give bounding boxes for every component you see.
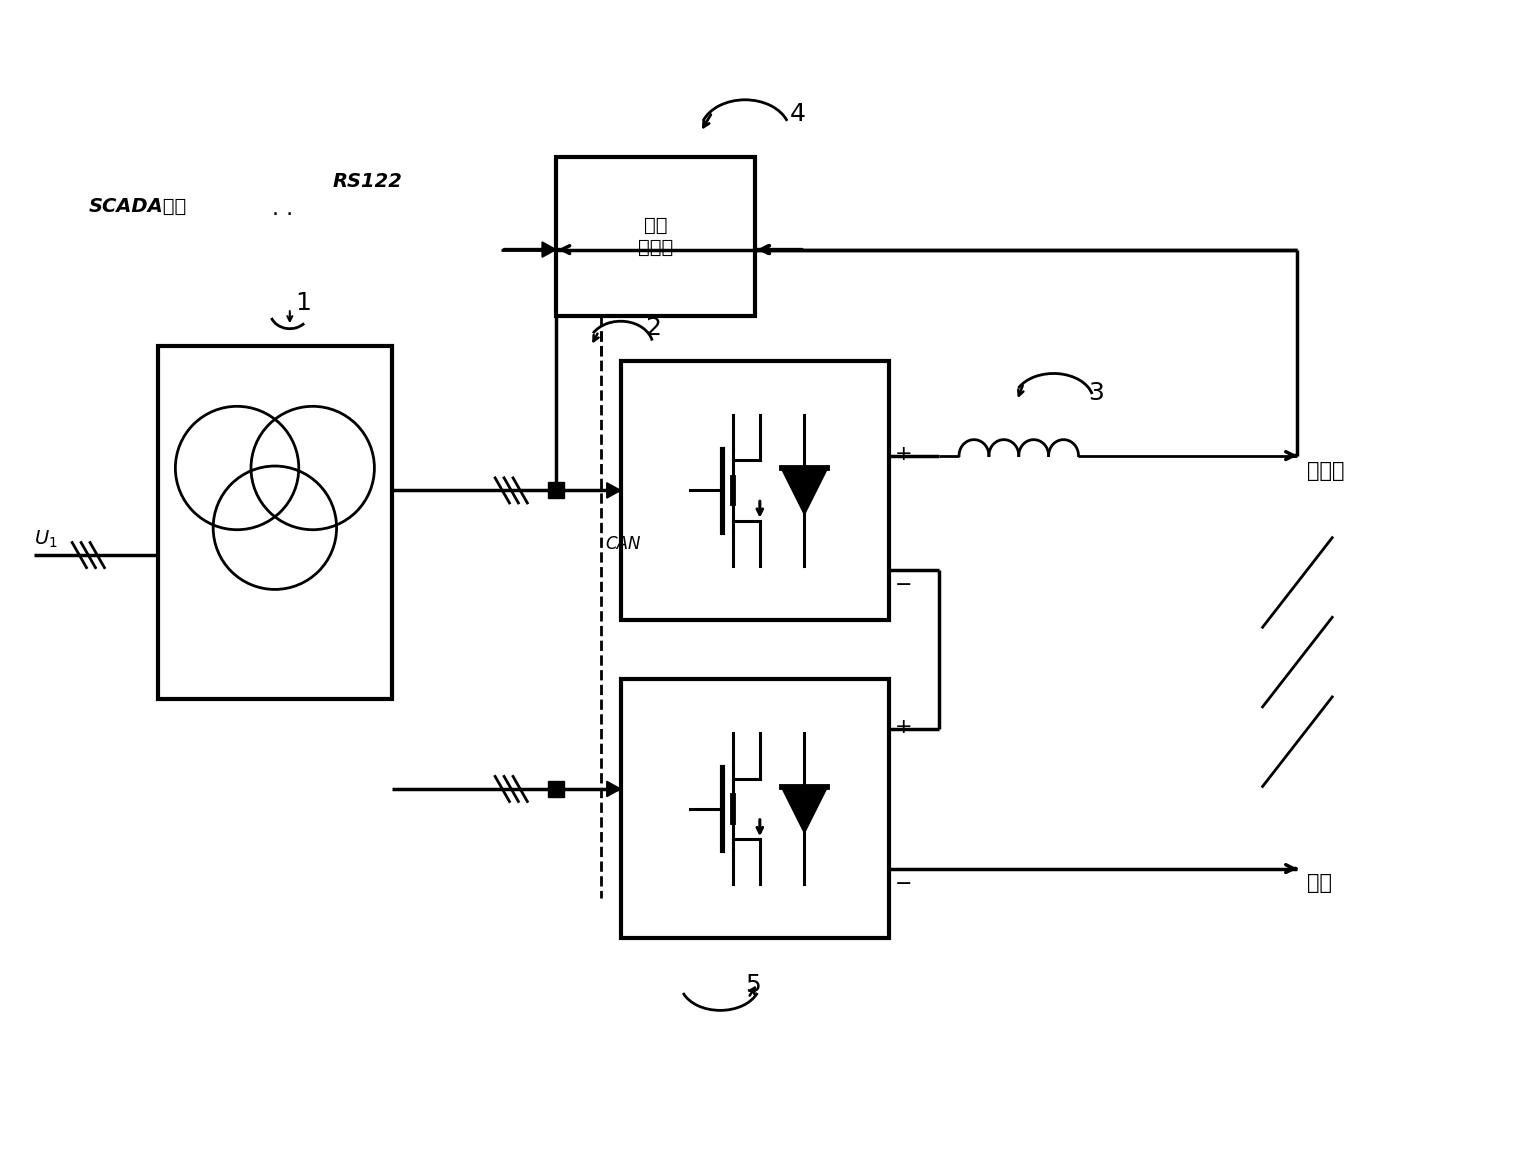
Text: . .: . . bbox=[272, 199, 294, 218]
Text: −: − bbox=[895, 873, 912, 894]
Polygon shape bbox=[782, 468, 826, 512]
Text: 接触网: 接触网 bbox=[1307, 461, 1345, 480]
Text: 5: 5 bbox=[745, 973, 760, 997]
Text: −: − bbox=[895, 574, 912, 595]
Polygon shape bbox=[542, 242, 555, 257]
Bar bbox=[621, 679, 889, 939]
Text: +: + bbox=[895, 444, 912, 464]
Text: RS122: RS122 bbox=[332, 172, 402, 191]
Text: 2: 2 bbox=[646, 316, 661, 340]
Text: SCADA系统: SCADA系统 bbox=[89, 196, 187, 216]
Bar bbox=[158, 346, 392, 700]
Bar bbox=[555, 157, 754, 316]
Text: +: + bbox=[895, 717, 912, 738]
Polygon shape bbox=[607, 781, 621, 796]
Text: 销轨: 销轨 bbox=[1307, 873, 1333, 894]
Bar bbox=[548, 781, 565, 797]
Bar bbox=[548, 483, 565, 499]
Bar bbox=[621, 361, 889, 619]
Polygon shape bbox=[607, 483, 621, 498]
Polygon shape bbox=[782, 787, 826, 831]
Text: CAN: CAN bbox=[606, 535, 641, 553]
Text: $U_1$: $U_1$ bbox=[34, 529, 57, 550]
Text: 中央
控制器: 中央 控制器 bbox=[638, 216, 673, 257]
Text: 1: 1 bbox=[295, 292, 311, 315]
Text: 3: 3 bbox=[1088, 381, 1105, 404]
Text: 4: 4 bbox=[789, 102, 806, 126]
